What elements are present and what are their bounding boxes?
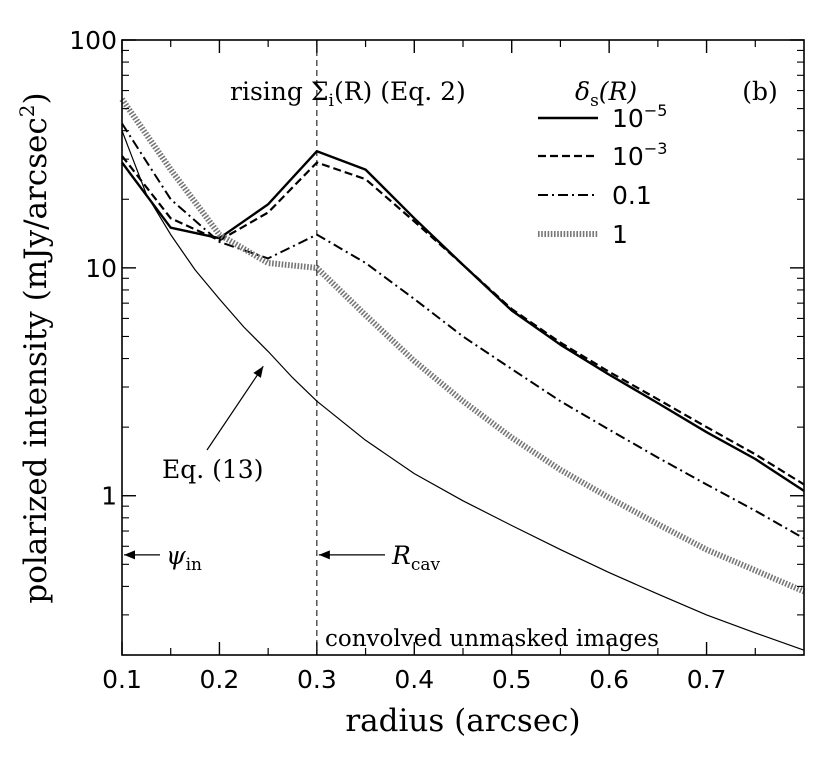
legend-label-3: 1 bbox=[612, 220, 628, 249]
bottom-annotation: convolved unmasked images bbox=[325, 626, 659, 652]
legend: 10−5 10−3 0.1 1 bbox=[538, 101, 667, 249]
x-tick-labels: 0.1 0.2 0.3 0.4 0.5 0.6 0.7 bbox=[102, 665, 726, 694]
x-tick-label-4: 0.5 bbox=[492, 665, 532, 694]
legend-label-0: 10−5 bbox=[612, 101, 667, 133]
series-line-2 bbox=[121, 122, 805, 540]
legend-label-1: 10−3 bbox=[612, 139, 667, 171]
series-line-0 bbox=[121, 149, 805, 492]
legend-title: δs(R) bbox=[575, 77, 637, 111]
annotations: (b) rising Σi(R) (Eq. 2) δs(R) 10−5 10−3 0… bbox=[124, 77, 778, 652]
series-line-3 bbox=[119, 97, 806, 595]
x-tick-label-6: 0.7 bbox=[687, 665, 727, 694]
eq13-label: Eq. (13) bbox=[162, 455, 263, 484]
eq13-arrowhead bbox=[253, 366, 264, 378]
y-tick-label-2: 100 bbox=[69, 26, 117, 55]
x-tick-label-5: 0.6 bbox=[589, 665, 629, 694]
x-tick-label-1: 0.2 bbox=[200, 665, 240, 694]
rising-annotation: rising Σi(R) (Eq. 2) bbox=[230, 77, 466, 111]
x-tick-label-3: 0.4 bbox=[394, 665, 434, 694]
plot-frame bbox=[121, 39, 805, 656]
eq13-arrow bbox=[206, 365, 264, 451]
ticks bbox=[121, 39, 804, 656]
y-tick-labels: 1 10 100 bbox=[69, 26, 117, 511]
psi-in-label: ψin bbox=[166, 541, 202, 575]
y-axis-label: polarized intensity (mJy/arcsec2) bbox=[15, 92, 54, 603]
x-axis-label: radius (arcsec) bbox=[345, 703, 580, 739]
psi-in-arrowhead bbox=[124, 550, 135, 560]
series-line-1 bbox=[121, 155, 805, 486]
y-tick-label-0: 1 bbox=[101, 482, 117, 511]
series-line-4 bbox=[121, 130, 805, 651]
plot-lines bbox=[119, 97, 806, 651]
panel-label: (b) bbox=[742, 77, 778, 106]
r-cav-arrowhead bbox=[318, 550, 330, 560]
r-cav-label: Rcav bbox=[391, 541, 440, 575]
x-tick-label-2: 0.3 bbox=[297, 665, 337, 694]
x-tick-label-0: 0.1 bbox=[102, 665, 142, 694]
y-tick-label-1: 10 bbox=[85, 254, 117, 283]
legend-label-2: 0.1 bbox=[612, 181, 652, 210]
